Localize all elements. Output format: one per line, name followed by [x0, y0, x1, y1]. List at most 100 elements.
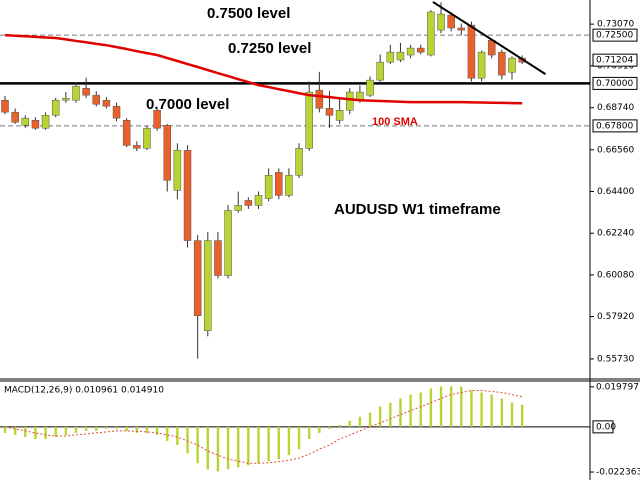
macd-bar — [226, 426, 230, 470]
macd-bar — [44, 426, 47, 439]
level-label: 0.71204 — [596, 56, 633, 66]
level-box — [592, 53, 638, 67]
annotation: AUDUSD W1 timeframe — [334, 201, 501, 218]
y-tick-label: 0.73070 — [597, 20, 634, 30]
annotation: 0.7500 level — [207, 5, 290, 22]
candle-body — [11, 111, 19, 123]
macd-bar — [13, 426, 17, 435]
candle-body — [133, 145, 141, 149]
level-box — [592, 76, 638, 90]
candle-body — [224, 210, 232, 276]
macd-bar — [318, 426, 321, 433]
macd-bar — [186, 426, 189, 454]
candle-body — [346, 91, 354, 111]
macd-bar — [125, 426, 128, 431]
candle-body — [112, 105, 121, 119]
macd-bar — [105, 426, 108, 429]
macd-bar — [399, 398, 402, 427]
candle-body — [498, 51, 506, 76]
candle-body — [1, 99, 9, 113]
macd-bar — [24, 426, 27, 437]
y-tick-label: 0.66560 — [597, 145, 634, 155]
trendline — [432, 1, 547, 75]
macd-bar — [257, 426, 260, 464]
macd-bar — [470, 390, 473, 427]
candle-body — [427, 11, 435, 56]
sma-line — [4, 33, 523, 105]
y-tick-label: 0.60080 — [597, 270, 634, 280]
candle-body — [325, 108, 334, 116]
macd-bar — [196, 426, 199, 464]
macd-bar — [520, 404, 524, 427]
candle-body — [406, 47, 415, 56]
candle-body — [193, 240, 202, 316]
macd-bar — [34, 426, 37, 439]
macd-bar — [460, 386, 463, 427]
macd-bar — [155, 426, 159, 435]
candle-body — [72, 85, 80, 101]
candle-body — [122, 120, 131, 146]
macd-bar — [429, 388, 433, 427]
candle-body — [437, 13, 445, 31]
annotation: 0.7000 level — [146, 96, 229, 113]
macd-bar — [510, 402, 514, 427]
y-tick-label: 0.019797 — [596, 382, 639, 392]
candle-body — [51, 99, 60, 116]
macd-bar — [490, 394, 493, 427]
candle-body — [285, 175, 293, 196]
candle-body — [143, 127, 151, 149]
macd-bar — [95, 426, 98, 431]
candle-body — [366, 79, 374, 96]
macd-bar — [166, 426, 169, 442]
candle-body — [214, 240, 222, 276]
macd-bar — [348, 420, 351, 427]
candle-body — [41, 115, 50, 129]
candle-body — [92, 94, 101, 105]
candle-body — [31, 120, 40, 129]
annotation: 0.7250 level — [228, 40, 311, 57]
y-tick-label: 0.00 — [596, 422, 616, 432]
candle-body — [467, 24, 476, 79]
macd-bar — [297, 426, 301, 450]
candle-body — [234, 205, 242, 211]
candle-body — [275, 172, 283, 196]
signal-line — [4, 389, 523, 464]
candle-body — [163, 125, 171, 181]
candle-body — [508, 57, 516, 73]
y-tick-label: 0.64400 — [597, 187, 634, 197]
candle-body — [21, 117, 30, 126]
candle-body — [477, 51, 486, 79]
macd-bar — [277, 426, 280, 460]
candle-body — [264, 175, 273, 199]
macd-bar — [206, 426, 209, 470]
y-tick-label: 0.55730 — [597, 354, 634, 364]
macd-bar — [389, 402, 392, 427]
macd-bar — [480, 392, 483, 427]
candle-body — [183, 149, 192, 241]
macd-bar — [216, 426, 220, 472]
candle-body — [335, 109, 344, 121]
tick-box — [592, 420, 614, 434]
candle-body — [447, 14, 455, 29]
candle-body — [396, 51, 405, 61]
candle-body — [244, 200, 253, 206]
level-label: 0.72500 — [596, 31, 633, 41]
candle-body — [305, 91, 313, 149]
macd-bar — [135, 426, 139, 433]
macd-bar — [84, 426, 88, 431]
macd-bar — [64, 426, 68, 435]
candle-body — [376, 61, 384, 81]
y-tick-label: 0.68740 — [597, 103, 634, 113]
macd-bar — [378, 406, 382, 427]
macd-bar — [54, 426, 57, 437]
level-box — [592, 28, 638, 42]
y-tick-label: 0.57920 — [597, 312, 634, 322]
macd-bar — [115, 426, 118, 429]
candle-body — [173, 149, 182, 191]
candle-body — [416, 47, 425, 53]
macd-bar — [368, 412, 372, 427]
candle-body — [102, 99, 111, 107]
candle-body — [386, 51, 395, 63]
